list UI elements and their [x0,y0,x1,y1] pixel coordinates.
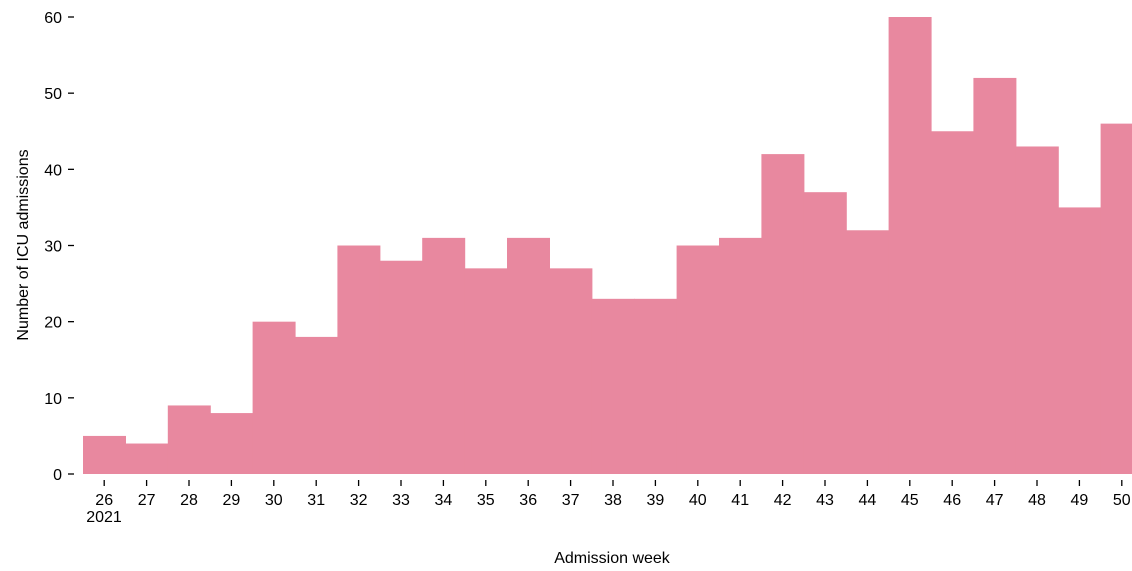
bar-week-31 [295,336,338,474]
x-tick-label: 28 [180,492,198,509]
x-tick-label: 47 [986,492,1004,509]
bar-week-44 [846,230,890,474]
x-tick-label: 26 [95,492,113,509]
bar-week-28 [167,405,211,474]
bar-week-39 [634,298,678,474]
x-tick-label: 30 [265,492,283,509]
x-tick-label: 41 [731,492,749,509]
bar-week-27 [125,443,169,474]
y-tick-label: 40 [44,162,62,179]
x-tick-label: 37 [562,492,580,509]
bar-week-38 [591,298,635,474]
bars-group [83,17,1132,475]
bar-week-40 [676,245,720,474]
y-tick-label: 0 [53,467,62,484]
y-tick-label: 60 [44,10,62,27]
bar-week-26 [83,435,126,474]
bar-week-37 [549,268,593,474]
x-tick-label: 27 [138,492,156,509]
x-tick-label: 40 [689,492,707,509]
x-tick-label: 42 [774,492,792,509]
bar-week-29 [210,413,254,474]
x-tick-label: 34 [435,492,453,509]
y-tick-label: 30 [44,239,62,256]
x-tick-label: 44 [859,492,877,509]
bar-week-33 [379,260,423,474]
x-tick-label: 35 [477,492,495,509]
bar-week-48 [1015,146,1059,475]
bar-week-50 [1100,123,1132,474]
x-tick-label: 39 [647,492,665,509]
x-axis-title: Admission week [554,550,671,567]
bar-week-35 [464,268,508,474]
y-tick-label: 20 [44,315,62,332]
x-tick-label: 49 [1071,492,1089,509]
bar-week-34 [422,237,466,474]
y-axis-title: Number of ICU admissions [15,149,32,340]
bar-week-47 [973,77,1017,475]
x-tick-label: 45 [901,492,919,509]
x-axis-year-label: 2021 [86,509,122,526]
bar-week-45 [888,17,932,474]
y-tick-label: 50 [44,86,62,103]
x-tick-label: 29 [223,492,241,509]
x-tick-label: 31 [307,492,325,509]
x-tick-label: 36 [519,492,537,509]
x-tick-label: 48 [1028,492,1046,509]
y-tick-label: 10 [44,391,62,408]
bar-week-41 [719,237,762,474]
x-tick-label: 38 [604,492,622,509]
x-tick-label: 33 [392,492,410,509]
bar-week-49 [1058,207,1102,475]
x-tick-label: 43 [816,492,834,509]
x-tick-label: 50 [1113,492,1131,509]
bar-week-43 [803,192,847,474]
x-tick-label: 46 [943,492,961,509]
x-axis: 26 27 28 29 30 31 32 33 34 35 36 37 38 39 40 41 42 43 44 45… [95,480,1131,509]
y-axis: 0 10 20 30 40 50 60 [44,10,74,484]
bar-week-46 [931,131,974,474]
bar-week-42 [761,154,805,474]
bar-week-32 [337,245,381,474]
bar-week-36 [507,237,550,474]
bar-week-30 [252,321,296,474]
x-tick-label: 32 [350,492,368,509]
